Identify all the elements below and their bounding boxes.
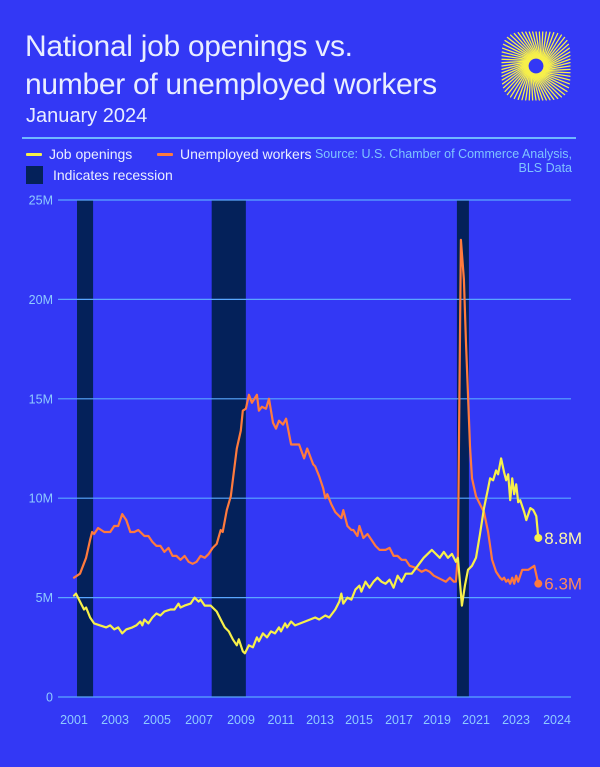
legend-label-recession: Indicates recession [53,167,173,183]
recession-swatch [26,166,43,184]
x-tick-label: 2003 [101,713,129,727]
x-tick-label: 2021 [462,713,490,727]
job-openings-swatch [26,152,42,156]
line-chart: 0 5M 10M 15M 20M 25M 2001 2003 2005 2007 2009 2011… [29,194,582,728]
gridlines [58,199,571,698]
legend-item-recession: Indicates recession [26,166,173,184]
x-tick-label: 2024 [543,713,571,727]
unemployed-workers-line [72,238,540,585]
recession-band [77,200,94,697]
x-tick-label: 2015 [345,713,373,727]
x-tick-label: 2007 [185,713,213,727]
legend-label-job-openings: Job openings [49,146,133,162]
x-tick-label: 2005 [143,713,171,727]
job-openings-end-label: 8.8M [544,529,582,548]
y-tick-label: 15M [29,392,53,406]
job-openings-line [72,457,540,655]
end-labels: 8.8M 6.3M [534,529,582,594]
data-series [72,238,540,655]
x-tick-label: 2019 [423,713,451,727]
chart-title: National job openings vs. number of unem… [25,28,437,104]
unemployed-swatch [157,152,173,156]
legend-item-unemployed: Unemployed workers [157,146,312,162]
x-axis-labels: 2001 2003 2005 2007 2009 2011 2013 2015 2017 2019… [60,713,571,727]
source-line2: BLS Data [518,161,572,175]
job-openings-end-marker [534,533,543,542]
x-tick-label: 2023 [502,713,530,727]
legend-item-job-openings: Job openings [26,146,132,162]
y-axis-labels: 0 5M 10M 15M 20M 25M [29,194,53,705]
recession-bands [77,200,469,697]
legend-label-unemployed: Unemployed workers [180,146,312,162]
y-tick-label: 10M [29,492,53,506]
x-tick-label: 2013 [306,713,334,727]
chart-title-line1: National job openings vs. [25,30,353,63]
chart-subtitle: January 2024 [26,105,148,127]
x-tick-label: 2009 [227,713,255,727]
chart-title-line2: number of unemployed workers [25,68,437,101]
y-tick-label: 25M [29,194,53,208]
source-line1: Source: U.S. Chamber of Commerce Analysi… [314,147,572,161]
unemployed-end-marker [534,579,543,588]
x-tick-label: 2017 [385,713,413,727]
y-tick-label: 20M [29,293,53,307]
source-note: Source: U.S. Chamber of Commerce Analysi… [292,147,572,175]
sunburst-logo-icon [501,31,571,101]
unemployed-end-label: 6.3M [544,575,582,594]
x-tick-label: 2001 [60,713,88,727]
x-tick-label: 2011 [268,713,295,727]
y-tick-label: 5M [36,591,53,605]
header-divider [22,137,576,139]
y-tick-label: 0 [46,691,53,705]
recession-band [211,200,246,697]
